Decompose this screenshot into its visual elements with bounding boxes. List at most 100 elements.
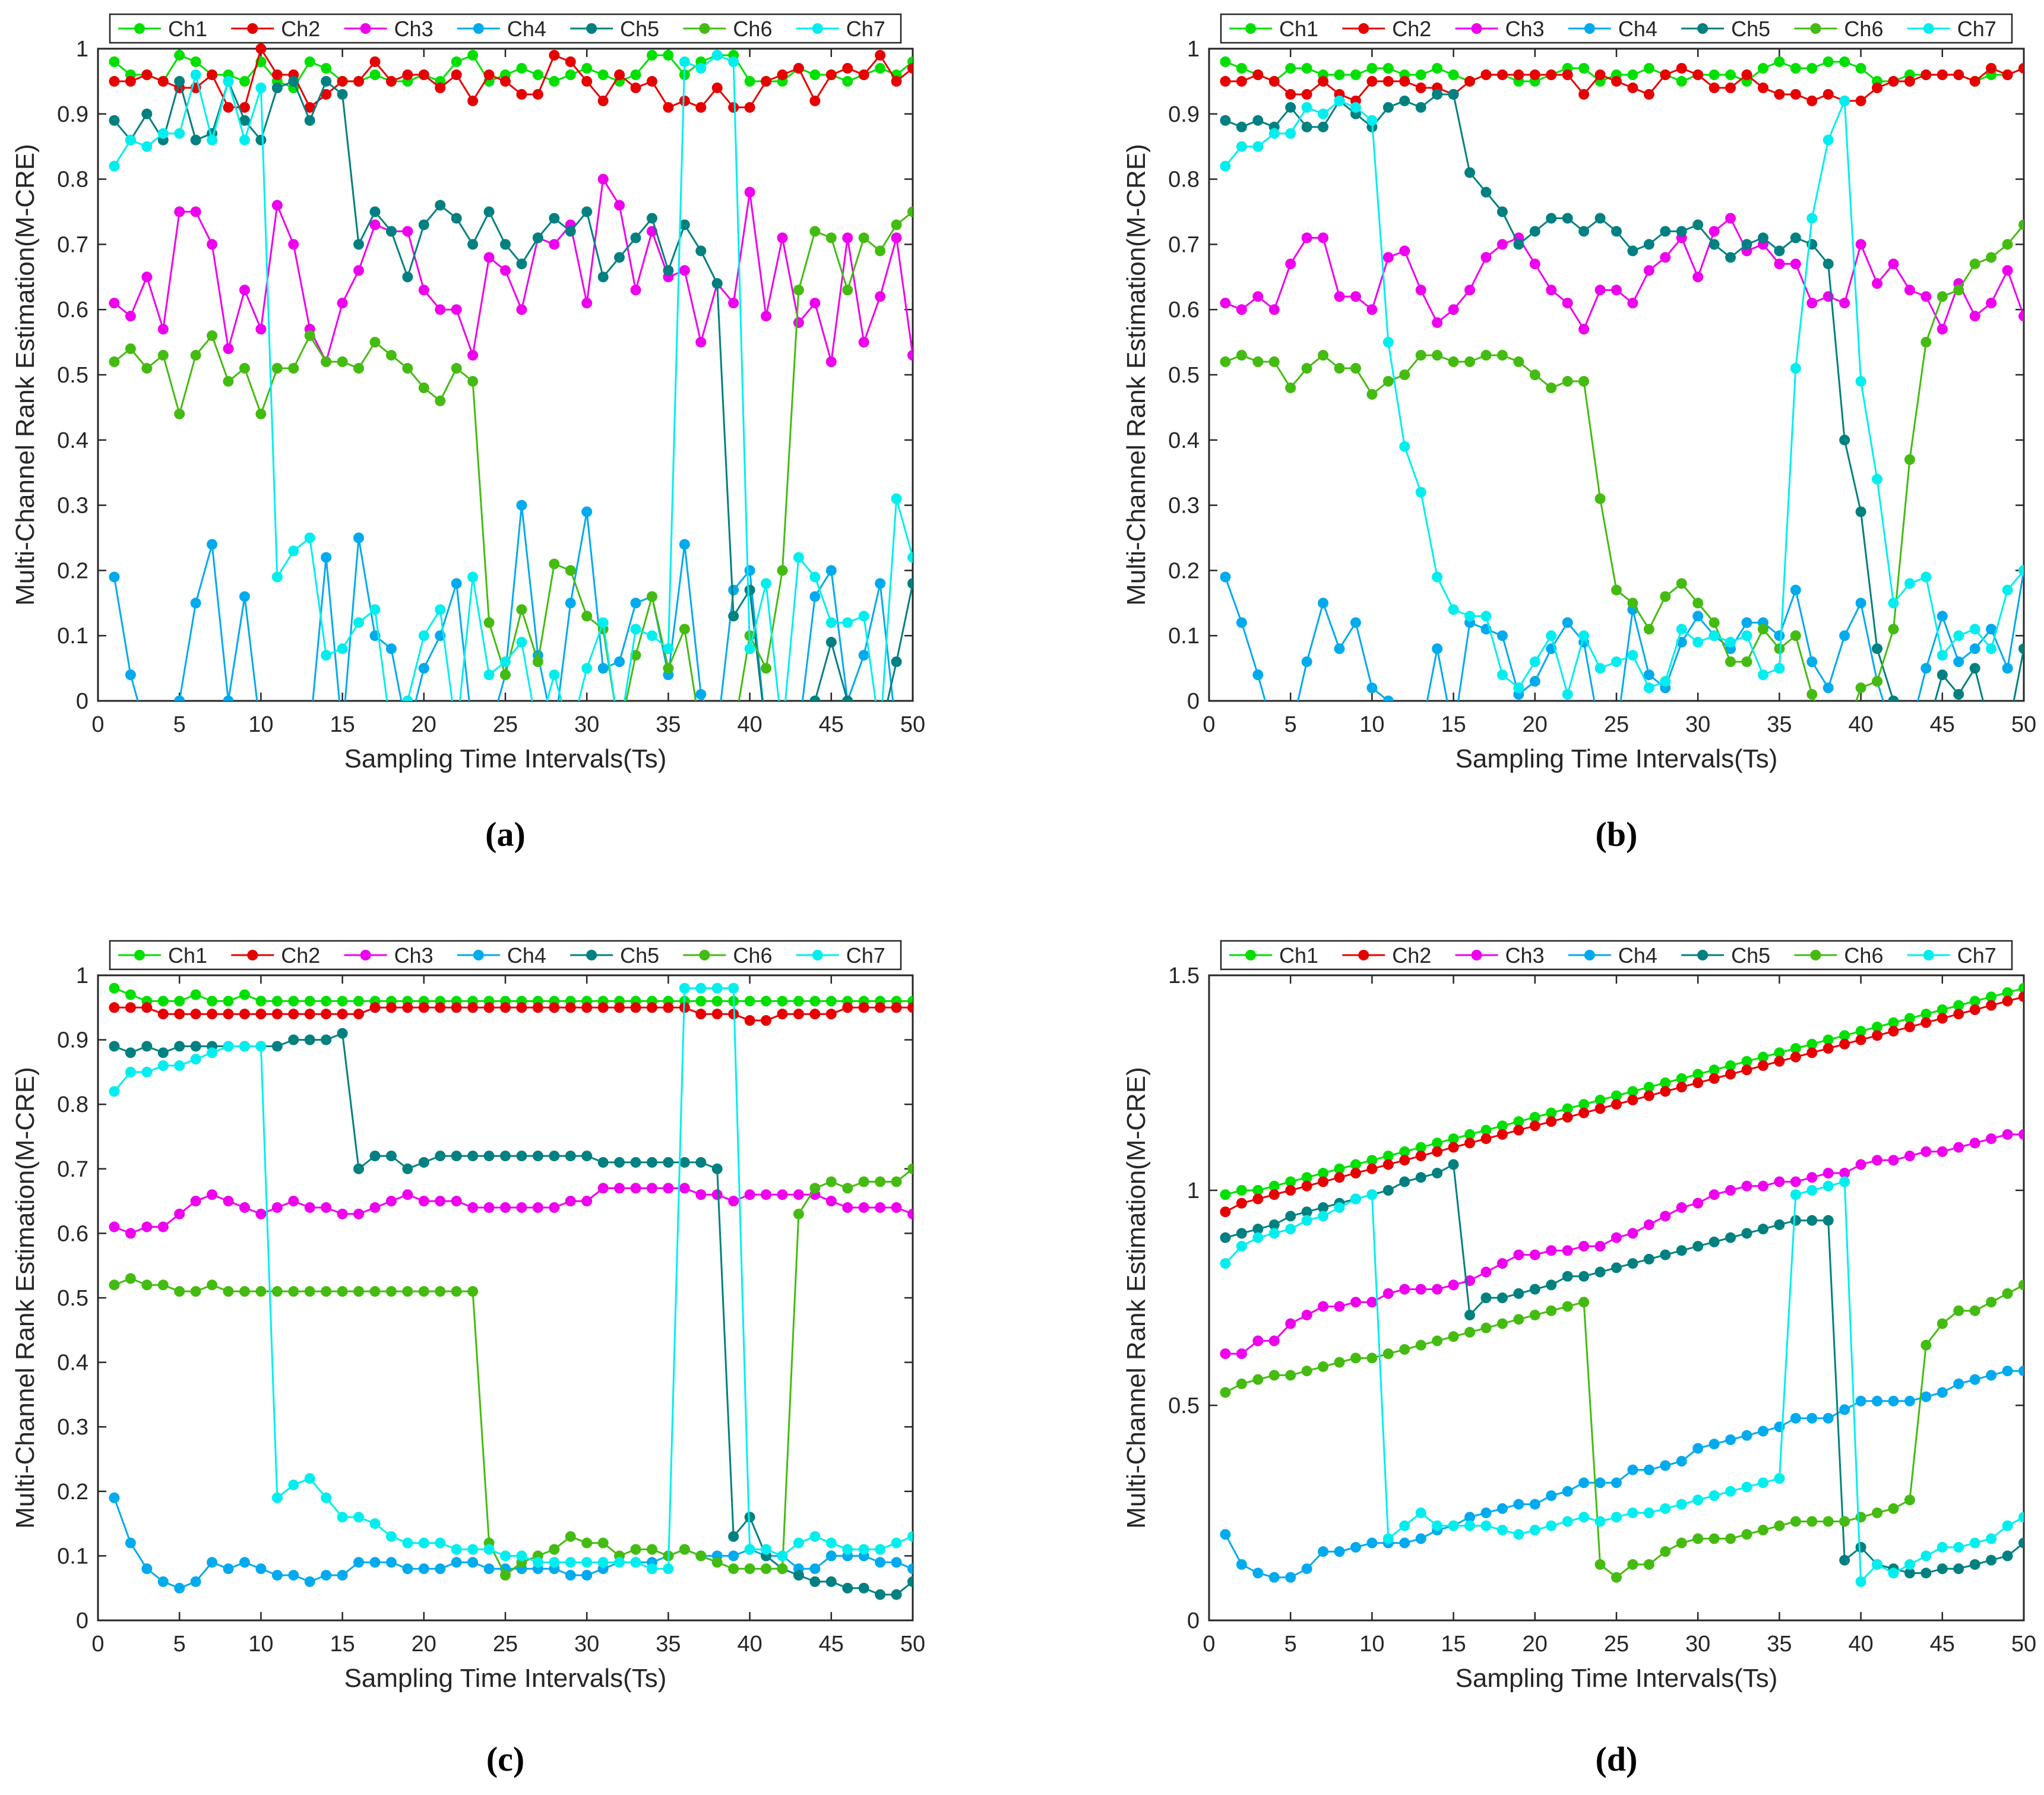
data-point-ch6: Ch6 x=48 y=0.68 <box>1986 252 1997 263</box>
data-point-ch5: Ch5 x=33 y=0.71 <box>630 1156 641 1168</box>
data-point-ch4: Ch4 x=11 y=0 <box>1382 696 1394 701</box>
data-point-ch5: Ch5 x=3 y=0.89 <box>1252 115 1264 126</box>
legend-swatch-marker <box>473 23 484 34</box>
data-point-ch3: Ch3 x=9 y=0.64 <box>239 1202 250 1213</box>
data-point-ch1: Ch1 x=27 y=0.97 <box>1643 62 1654 74</box>
data-point-ch5: Ch5 x=17 y=0.75 <box>369 206 381 217</box>
data-point-ch7: Ch7 x=8 y=0.95 <box>223 75 234 87</box>
data-point-ch7: Ch7 x=10 y=0.99 <box>1366 1189 1378 1200</box>
data-point-ch7: Ch7 x=48 y=-0.05 <box>875 728 885 739</box>
data-point-ch5: Ch5 x=36 y=0.73 <box>679 219 690 230</box>
data-point-ch3: Ch3 x=48 y=1.12 <box>1986 1133 1997 1145</box>
data-point-ch2: Ch2 x=18 y=0.95 <box>385 1002 397 1013</box>
data-point-ch7: Ch7 x=49 y=0.12 <box>891 1537 902 1548</box>
data-point-ch1: Ch1 x=37 y=0.97 <box>1806 62 1818 74</box>
data-point-ch7: Ch7 x=12 y=0.39 <box>1399 441 1410 452</box>
x-tick-label: 15 <box>1441 712 1466 737</box>
data-point-ch7: Ch7 x=50 y=0.24 <box>2018 1512 2024 1523</box>
legend-swatch-marker <box>1245 950 1256 960</box>
legend-label-ch7: Ch7 <box>1957 17 1996 41</box>
legend-label-ch4: Ch4 <box>507 17 546 41</box>
data-point-ch5: Ch5 x=21 y=0.76 <box>435 200 446 211</box>
legend-swatch-marker <box>360 950 371 960</box>
data-point-ch2: Ch2 x=12 y=0.95 <box>1399 75 1410 87</box>
data-point-ch3: Ch3 x=44 y=0.62 <box>1920 291 1932 302</box>
data-point-ch2: Ch2 x=6 y=0.93 <box>1301 89 1312 100</box>
data-point-ch3: Ch3 x=2 y=0.62 <box>1236 1348 1247 1360</box>
legend-swatch-marker <box>1810 950 1821 960</box>
data-point-ch3: Ch3 x=8 y=0.73 <box>1334 1301 1345 1312</box>
data-point-ch2: Ch2 x=25 y=0.95 <box>500 75 511 87</box>
data-point-ch5: Ch5 x=12 y=0.92 <box>1399 95 1410 106</box>
data-point-ch5: Ch5 x=37 y=0.69 <box>695 245 707 257</box>
data-point-ch3: Ch3 x=50 y=0.59 <box>2018 311 2024 322</box>
data-point-ch5: Ch5 x=38 y=0.7 <box>711 1163 723 1174</box>
data-point-ch5: Ch5 x=50 y=0.08 <box>2018 643 2024 655</box>
data-point-ch7: Ch7 x=6 y=0.91 <box>1301 102 1312 113</box>
data-point-ch6: Ch6 x=21 y=0.72 <box>1546 1305 1557 1316</box>
data-point-ch3: Ch3 x=37 y=0.55 <box>695 337 707 348</box>
legend-swatch-marker <box>247 23 258 34</box>
data-point-ch6: Ch6 x=11 y=0.51 <box>271 1286 283 1297</box>
data-point-ch4: Ch4 x=44 y=0.52 <box>1920 1391 1932 1402</box>
data-point-ch2: Ch2 x=43 y=0.94 <box>793 1009 804 1020</box>
data-point-ch2: Ch2 x=16 y=1.11 <box>1464 1137 1476 1149</box>
data-point-ch2: Ch2 x=25 y=0.95 <box>1611 75 1622 87</box>
data-point-ch5: Ch5 x=29 y=0.72 <box>565 226 576 237</box>
data-point-ch2: Ch2 x=22 y=0.96 <box>1562 69 1573 80</box>
legend-label-ch3: Ch3 <box>1505 943 1545 968</box>
data-point-ch6: Ch6 x=39 y=0.08 <box>728 1563 739 1575</box>
data-point-ch1: Ch1 x=6 y=1.03 <box>1301 1172 1312 1183</box>
x-tick-label: 0 <box>91 1632 104 1657</box>
y-tick-label: 0.7 <box>57 1157 88 1182</box>
data-point-ch7: Ch7 x=41 y=0.18 <box>761 578 772 589</box>
data-point-ch5: Ch5 x=4 y=0.88 <box>157 1047 169 1058</box>
data-point-ch6: Ch6 x=30 y=0.15 <box>1692 598 1704 609</box>
data-point-ch4: Ch4 x=16 y=0.24 <box>1464 1512 1476 1523</box>
data-point-ch5: Ch5 x=32 y=0.68 <box>614 252 625 263</box>
data-point-ch6: Ch6 x=7 y=0.56 <box>207 330 218 342</box>
data-point-ch4: Ch4 x=29 y=0.15 <box>565 598 576 609</box>
data-point-ch1: Ch1 x=29 y=0.96 <box>565 69 576 80</box>
data-point-ch2: Ch2 x=48 y=0.95 <box>875 1002 886 1013</box>
data-point-ch4: Ch4 x=12 y=0.18 <box>1399 1537 1410 1548</box>
data-point-ch3: Ch3 x=30 y=0.97 <box>1692 1197 1704 1209</box>
data-point-ch3: Ch3 x=12 y=0.69 <box>1399 245 1410 257</box>
y-tick-label: 0.7 <box>1168 232 1200 257</box>
data-point-ch5: Ch5 x=47 y=-0.05 <box>859 728 869 739</box>
data-point-ch2: Ch2 x=32 y=0.96 <box>614 69 625 80</box>
x-tick-label: 5 <box>173 1632 186 1657</box>
data-point-ch7: Ch7 x=12 y=0.23 <box>288 545 299 557</box>
data-point-ch4: Ch4 x=2 y=0.13 <box>1236 1559 1247 1570</box>
data-point-ch2: Ch2 x=19 y=0.96 <box>402 69 413 80</box>
data-point-ch3: Ch3 x=26 y=0.9 <box>1627 1228 1638 1239</box>
data-point-ch4: Ch4 x=17 y=0.09 <box>369 1557 381 1568</box>
data-point-ch1: Ch1 x=35 y=0.99 <box>663 49 674 61</box>
data-point-ch2: Ch2 x=29 y=0.95 <box>565 1002 576 1013</box>
data-point-ch3: Ch3 x=13 y=0.64 <box>304 1202 315 1213</box>
data-point-ch7: Ch7 x=46 y=0.1 <box>1953 630 1964 641</box>
y-tick-label: 0.6 <box>1168 298 1200 323</box>
data-point-ch5: Ch5 x=31 y=0.65 <box>597 271 609 283</box>
legend-label-ch7: Ch7 <box>846 17 885 41</box>
data-point-ch2: Ch2 x=36 y=0.93 <box>1790 89 1801 100</box>
data-point-ch2: Ch2 x=23 y=0.92 <box>467 95 479 106</box>
data-point-ch7: Ch7 x=22 y=-0.05 <box>451 728 462 739</box>
data-point-ch5: Ch5 x=18 y=0.75 <box>1496 206 1508 217</box>
data-point-ch7: Ch7 x=40 y=0.49 <box>1855 375 1866 387</box>
data-point-ch5: Ch5 x=39 y=0.4 <box>1839 434 1850 445</box>
legend-label-ch5: Ch5 <box>1731 17 1770 41</box>
data-point-ch6: Ch6 x=38 y=-0.05 <box>712 728 723 739</box>
data-point-ch6: Ch6 x=22 y=0.51 <box>451 1286 462 1297</box>
data-point-ch7: Ch7 x=19 y=0.2 <box>1513 1529 1524 1540</box>
data-point-ch6: Ch6 x=15 y=0.66 <box>1448 1331 1459 1342</box>
data-point-ch4: Ch4 x=17 y=0.25 <box>1480 1508 1492 1518</box>
data-point-ch1: Ch1 x=1 y=0.98 <box>1220 56 1231 67</box>
data-point-ch5: Ch5 x=15 y=0.93 <box>337 89 348 100</box>
x-tick-label: 45 <box>819 712 844 737</box>
data-point-ch2: Ch2 x=16 y=0.94 <box>353 1009 365 1020</box>
data-point-ch7: Ch7 x=16 y=0.16 <box>353 1512 365 1523</box>
data-point-ch5: Ch5 x=45 y=0.12 <box>1937 1563 1948 1575</box>
data-point-ch3: Ch3 x=2 y=0.59 <box>125 311 136 322</box>
data-point-ch7: Ch7 x=23 y=0.24 <box>1578 1512 1590 1523</box>
